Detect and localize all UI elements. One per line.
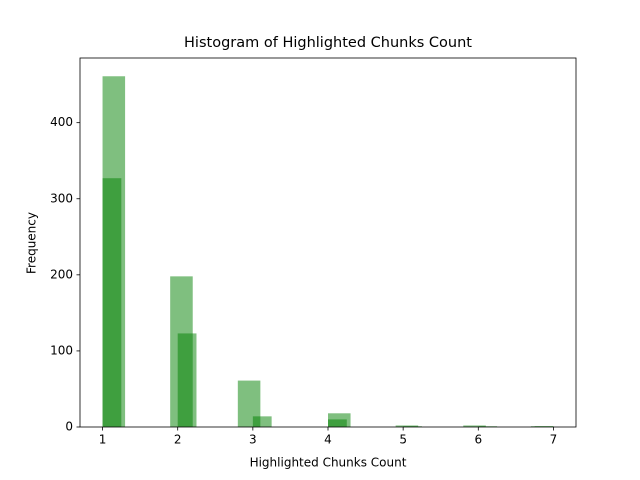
y-tick-label: 200 (50, 267, 73, 281)
chart-title: Histogram of Highlighted Chunks Count (184, 35, 472, 51)
bar (177, 333, 197, 427)
bar (328, 419, 347, 427)
x-tick-label: 7 (550, 433, 558, 447)
x-tick-label: 1 (99, 433, 107, 447)
x-axis-label: Highlighted Chunks Count (250, 456, 407, 470)
plot-frame (79, 57, 577, 428)
bar (252, 416, 272, 427)
bar (102, 178, 122, 427)
x-tick-label: 4 (324, 433, 332, 447)
x-tick-label: 5 (399, 433, 407, 447)
y-tick-label: 100 (50, 343, 73, 357)
x-tick-label: 3 (249, 433, 257, 447)
bar (463, 425, 486, 427)
y-tick-label: 0 (65, 420, 73, 434)
x-tick-label: 6 (474, 433, 482, 447)
x-tick-label: 2 (174, 433, 182, 447)
bar (237, 380, 261, 427)
y-axis-label: Frequency (25, 212, 39, 274)
y-tick-label: 400 (50, 115, 73, 129)
y-tick-label: 300 (50, 191, 73, 205)
